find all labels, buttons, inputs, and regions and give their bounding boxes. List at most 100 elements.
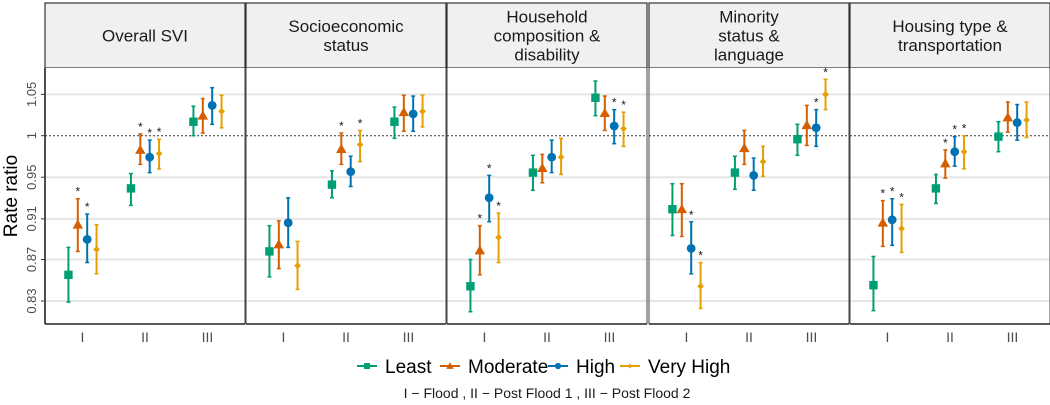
data-point (273, 239, 285, 249)
data-point-group (64, 246, 73, 303)
x-tick-label: I (282, 329, 286, 345)
data-point (697, 282, 704, 290)
data-point-group (1002, 101, 1014, 133)
data-point (207, 100, 217, 110)
significance-marker: * (814, 96, 819, 110)
data-point-group (994, 120, 1003, 153)
significance-marker: * (943, 136, 948, 150)
panel-background (649, 68, 849, 324)
data-point (950, 147, 960, 157)
data-point (686, 243, 696, 253)
data-point (793, 135, 802, 144)
data-point (620, 125, 627, 133)
data-point (931, 184, 941, 193)
data-point (811, 123, 821, 133)
facet-strip-title: Minority (719, 8, 779, 27)
panel-background (447, 68, 647, 324)
data-point (218, 107, 225, 115)
significance-marker: * (358, 116, 363, 130)
data-point (145, 152, 155, 162)
data-point-group (189, 105, 198, 137)
data-point (64, 270, 73, 280)
data-point (82, 235, 92, 244)
legend-entry: Moderate (440, 357, 548, 378)
data-point (336, 143, 347, 153)
x-tick-label: I (886, 329, 890, 345)
facet-strip-title: transportation (898, 36, 1002, 55)
data-point-group: * (898, 190, 905, 254)
data-point-group: * (940, 136, 951, 179)
facet-strip (648, 2, 850, 69)
y-tick-label: 0.91 (24, 206, 39, 231)
data-point-group (591, 80, 600, 117)
facet-strip-title: status (323, 36, 368, 55)
significance-marker: * (823, 65, 828, 79)
significance-marker: * (612, 96, 617, 110)
data-point-group (1023, 101, 1030, 139)
data-point (484, 193, 494, 203)
data-point-group (557, 137, 565, 176)
significance-marker: * (689, 208, 694, 222)
data-point (822, 91, 829, 98)
y-tick-label: 0.83 (24, 288, 39, 313)
data-point-group (547, 139, 557, 174)
data-point (197, 110, 209, 120)
legend-label: Moderate (468, 357, 548, 378)
x-tick-label: II (342, 329, 350, 345)
data-point-group (419, 94, 426, 128)
data-point (189, 117, 198, 126)
panel-background (246, 68, 446, 324)
data-point (730, 168, 740, 177)
data-point (346, 167, 356, 177)
data-point-group (218, 94, 225, 129)
x-tick-label: III (202, 329, 214, 345)
data-point-group (126, 172, 136, 207)
data-point-group (398, 94, 410, 133)
legend-label: Very High (648, 357, 730, 378)
data-point-group (93, 223, 100, 275)
legend-entry: Least (357, 357, 432, 378)
data-point (1023, 116, 1030, 124)
significance-marker: * (85, 200, 90, 214)
data-point-group (1012, 103, 1022, 141)
legend-key-marker (627, 363, 633, 369)
facet-strip-title: status & (718, 27, 780, 46)
data-point (495, 234, 502, 241)
data-point (155, 150, 163, 157)
significance-marker: * (147, 126, 152, 140)
x-tick-label: III (604, 329, 616, 345)
data-point-group: * (72, 185, 84, 253)
data-point-group (294, 240, 301, 291)
data-point (1012, 118, 1022, 127)
data-point (994, 132, 1003, 141)
facet-strip (849, 2, 1050, 69)
y-axis-title: Rate ratio (1, 155, 22, 237)
data-point-group (676, 182, 688, 238)
data-point (869, 281, 878, 290)
legend-key-marker (364, 363, 370, 369)
data-point-group (668, 182, 677, 237)
facet-strip-title: composition & (494, 27, 601, 46)
data-point-group: * (82, 200, 92, 264)
data-point-group: * (697, 249, 704, 310)
data-point-group (197, 97, 209, 134)
data-point-group (537, 153, 548, 184)
data-point-group: * (887, 185, 897, 247)
significance-marker: * (890, 185, 895, 199)
data-point (135, 144, 146, 154)
significance-marker: * (496, 199, 501, 213)
data-point-group: * (495, 199, 502, 264)
data-point-group (283, 197, 293, 249)
data-point (599, 107, 611, 118)
facet-strip-title: Housing type & (892, 17, 1008, 36)
significance-marker: * (339, 119, 344, 133)
data-point-group: * (877, 187, 889, 248)
data-point (528, 168, 538, 177)
data-point (739, 142, 750, 153)
data-point-group (730, 155, 740, 191)
data-point (283, 218, 293, 228)
